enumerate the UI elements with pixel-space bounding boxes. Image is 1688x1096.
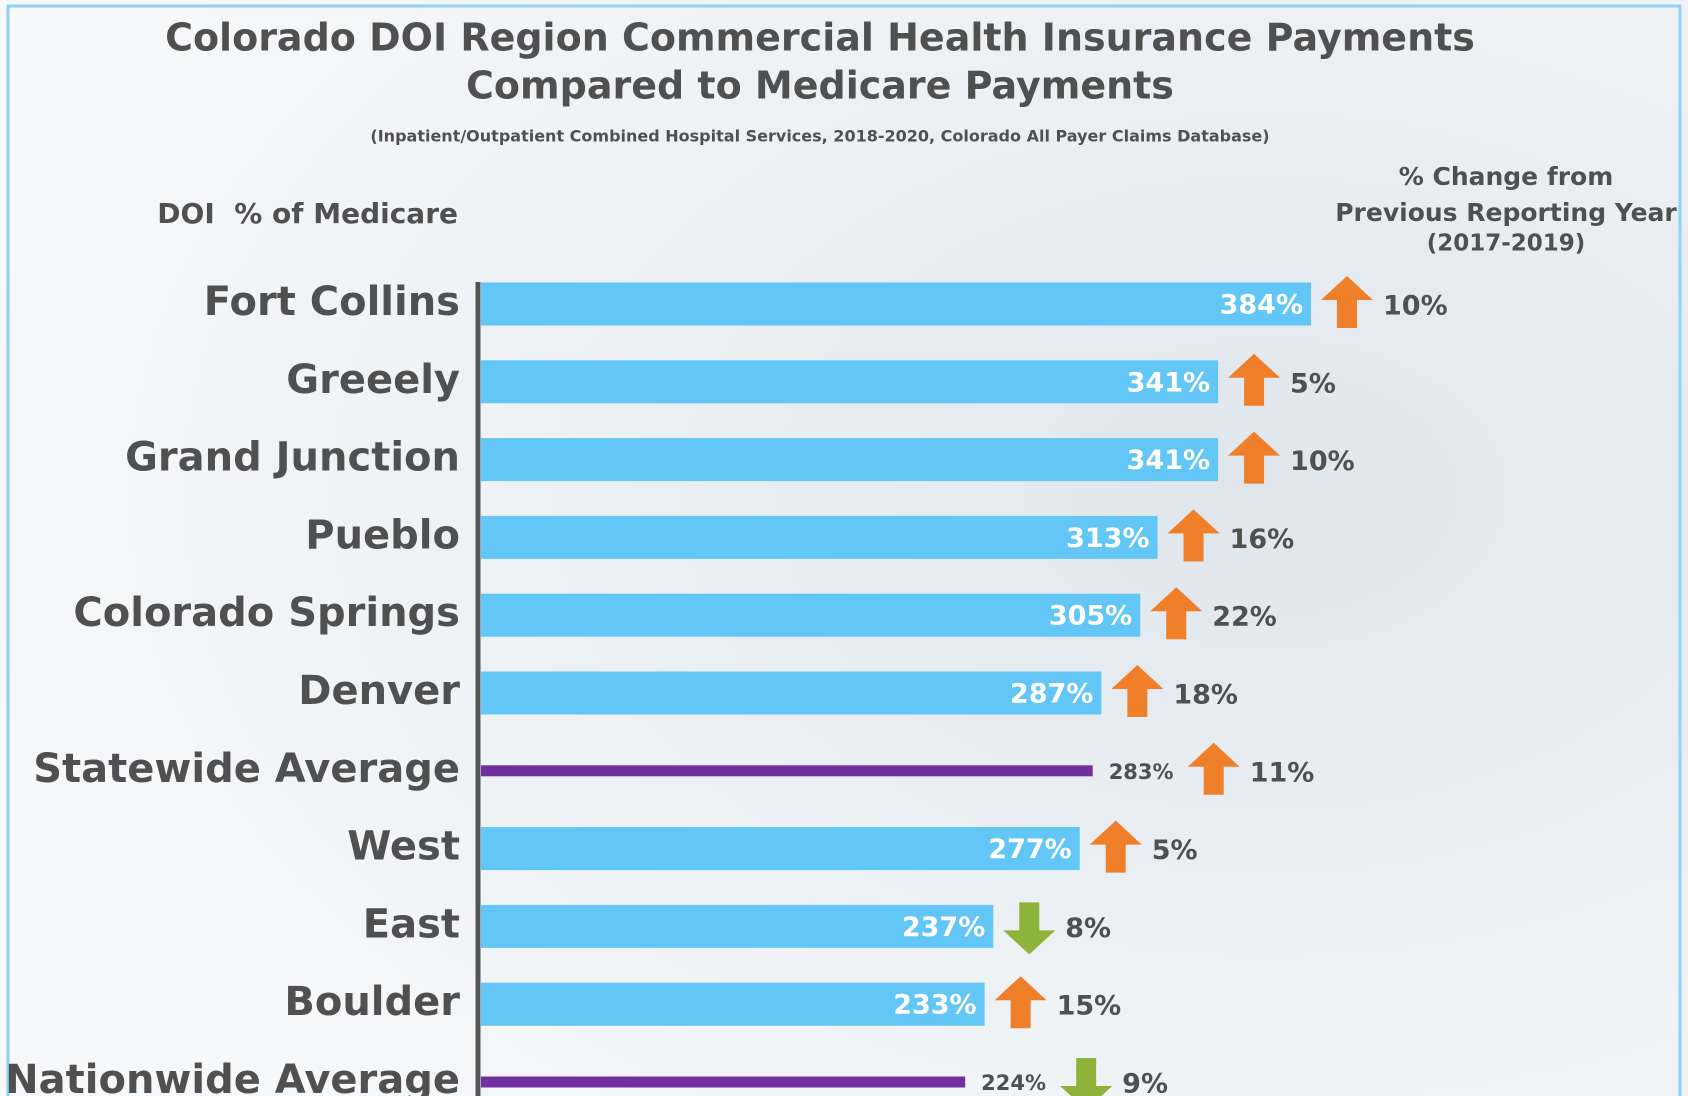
category-label: East (363, 901, 460, 947)
category-header: DOI % of Medicare (157, 197, 458, 230)
value-label: 313% (1066, 523, 1149, 554)
down-arrow (1060, 1058, 1113, 1096)
category-label: Fort Collins (204, 279, 460, 325)
value-label: 341% (1127, 367, 1210, 398)
category-label: Nationwide Average (5, 1057, 460, 1096)
up-arrow (1228, 353, 1281, 406)
change-label: 15% (1057, 991, 1122, 1022)
bar (481, 982, 985, 1026)
change-label: 5% (1290, 368, 1336, 399)
category-label: West (347, 824, 460, 870)
up-arrow (1228, 431, 1281, 484)
bar (481, 515, 1158, 559)
bar (481, 593, 1141, 637)
change-header: % Change from (1399, 162, 1614, 191)
change-label: 18% (1173, 680, 1238, 711)
value-label: 224% (981, 1071, 1046, 1095)
bar (481, 904, 994, 948)
up-arrow (1089, 820, 1142, 873)
up-arrow (994, 976, 1047, 1029)
value-label: 277% (988, 834, 1071, 865)
change-label: 11% (1250, 757, 1315, 788)
chart-title: Colorado DOI Region Commercial Health In… (165, 16, 1475, 60)
up-arrow (1150, 587, 1203, 640)
bar (481, 827, 1080, 871)
value-label: 283% (1109, 760, 1174, 784)
category-label: Statewide Average (33, 746, 460, 792)
value-label: 384% (1220, 290, 1303, 321)
category-label: Greeely (286, 357, 460, 403)
change-label: 8% (1065, 913, 1111, 944)
up-arrow (1187, 742, 1240, 795)
chart-subtitle: (Inpatient/Outpatient Combined Hospital … (370, 127, 1269, 146)
change-label: 5% (1152, 835, 1198, 866)
bar (481, 360, 1219, 404)
category-label: Denver (298, 668, 460, 714)
value-label: 233% (893, 990, 976, 1021)
up-arrow (1167, 509, 1220, 562)
value-label: 305% (1049, 601, 1132, 632)
change-label: 16% (1230, 524, 1295, 555)
bar (481, 438, 1219, 482)
frame (6, 4, 1682, 1096)
value-label: 237% (902, 912, 985, 943)
up-arrow (1111, 665, 1164, 717)
category-label: Colorado Springs (73, 590, 460, 636)
bar (481, 671, 1102, 715)
category-label: Pueblo (305, 512, 460, 558)
change-label: 10% (1290, 446, 1355, 477)
change-label: 10% (1383, 291, 1448, 322)
value-label: 287% (1010, 679, 1093, 710)
change-label: 9% (1122, 1069, 1168, 1096)
up-arrow (1321, 276, 1373, 328)
average-bar (481, 765, 1093, 777)
category-label: Boulder (284, 979, 460, 1025)
change-header: Previous Reporting Year (1335, 198, 1677, 227)
change-label: 22% (1212, 602, 1277, 633)
change-header: (2017-2019) (1427, 231, 1586, 257)
average-bar (481, 1076, 966, 1088)
category-label: Grand Junction (125, 435, 460, 481)
down-arrow (1003, 902, 1056, 955)
value-label: 341% (1127, 445, 1210, 476)
bar (481, 282, 1311, 326)
chart-title: Compared to Medicare Payments (466, 64, 1174, 108)
